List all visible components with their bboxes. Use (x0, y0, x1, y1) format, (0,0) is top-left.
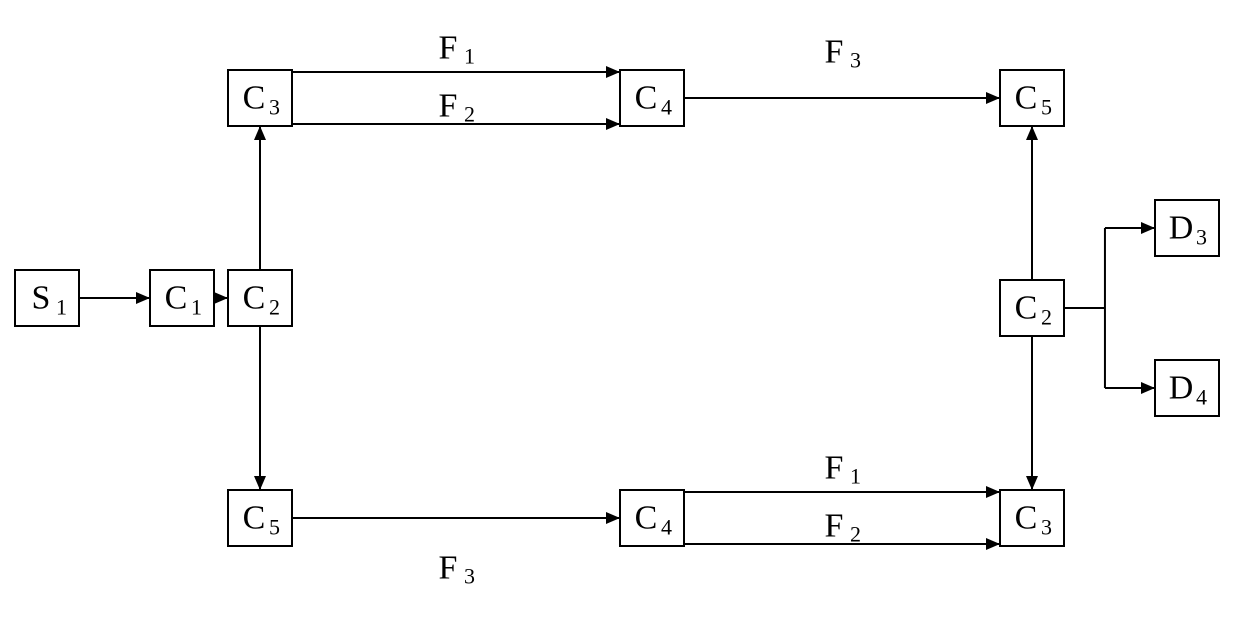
arrowhead (986, 538, 1000, 550)
arrowhead (606, 66, 620, 78)
node-label-sub: 3 (1196, 225, 1207, 250)
node-label: C (635, 500, 658, 537)
node-D3: D3 (1155, 200, 1219, 256)
node-label: D (1169, 210, 1194, 247)
node-label-sub: 2 (269, 295, 280, 320)
arrowhead (986, 486, 1000, 498)
node-C2L: C2 (228, 270, 292, 326)
node-label-sub: 3 (269, 95, 280, 120)
node-label: C (1015, 500, 1038, 537)
edge-label: F (825, 508, 844, 545)
arrowhead (606, 512, 620, 524)
node-C5TR: C5 (1000, 70, 1064, 126)
node-label-sub: 5 (269, 515, 280, 540)
edge-label: F (439, 550, 458, 587)
flowchart-canvas: F1F2F3F3F1F2S1C1C2C3C4C5C5C4C3C2D3D4 (0, 0, 1240, 637)
node-label-sub: 1 (56, 295, 67, 320)
edge-label: F (439, 88, 458, 125)
edge-label-sub: 1 (464, 44, 475, 69)
node-label-sub: 4 (1196, 385, 1207, 410)
node-label: C (243, 80, 266, 117)
node-C3TL: C3 (228, 70, 292, 126)
node-label: S (32, 280, 51, 317)
node-C1: C1 (150, 270, 214, 326)
node-label: D (1169, 370, 1194, 407)
arrowhead (606, 118, 620, 130)
node-label-sub: 3 (1041, 515, 1052, 540)
arrowhead (136, 292, 150, 304)
node-label: C (1015, 80, 1038, 117)
edge-label-sub: 1 (850, 464, 861, 489)
edge-label-sub: 2 (464, 102, 475, 127)
node-C2R: C2 (1000, 280, 1064, 336)
node-label-sub: 1 (191, 295, 202, 320)
edge-label-sub: 2 (850, 522, 861, 547)
edge-label: F (825, 450, 844, 487)
node-label-sub: 4 (661, 95, 672, 120)
node-label-sub: 5 (1041, 95, 1052, 120)
node-label-sub: 2 (1041, 305, 1052, 330)
edge-label: F (825, 34, 844, 71)
node-label: C (243, 500, 266, 537)
arrowhead (986, 92, 1000, 104)
node-C3BR: C3 (1000, 490, 1064, 546)
edge-label-sub: 3 (850, 48, 861, 73)
node-S1: S1 (15, 270, 79, 326)
node-C4T: C4 (620, 70, 684, 126)
arrowhead (1141, 222, 1155, 234)
node-label: C (635, 80, 658, 117)
node-label-sub: 4 (661, 515, 672, 540)
arrowhead (254, 476, 266, 490)
node-label: C (243, 280, 266, 317)
arrowhead (1026, 476, 1038, 490)
edge-label-sub: 3 (464, 564, 475, 589)
node-C5BL: C5 (228, 490, 292, 546)
arrowhead (1141, 382, 1155, 394)
node-label: C (165, 280, 188, 317)
edge-label: F (439, 30, 458, 67)
node-C4B: C4 (620, 490, 684, 546)
arrowhead (214, 292, 228, 304)
node-D4: D4 (1155, 360, 1219, 416)
arrowhead (254, 126, 266, 140)
node-label: C (1015, 290, 1038, 327)
arrowhead (1026, 126, 1038, 140)
